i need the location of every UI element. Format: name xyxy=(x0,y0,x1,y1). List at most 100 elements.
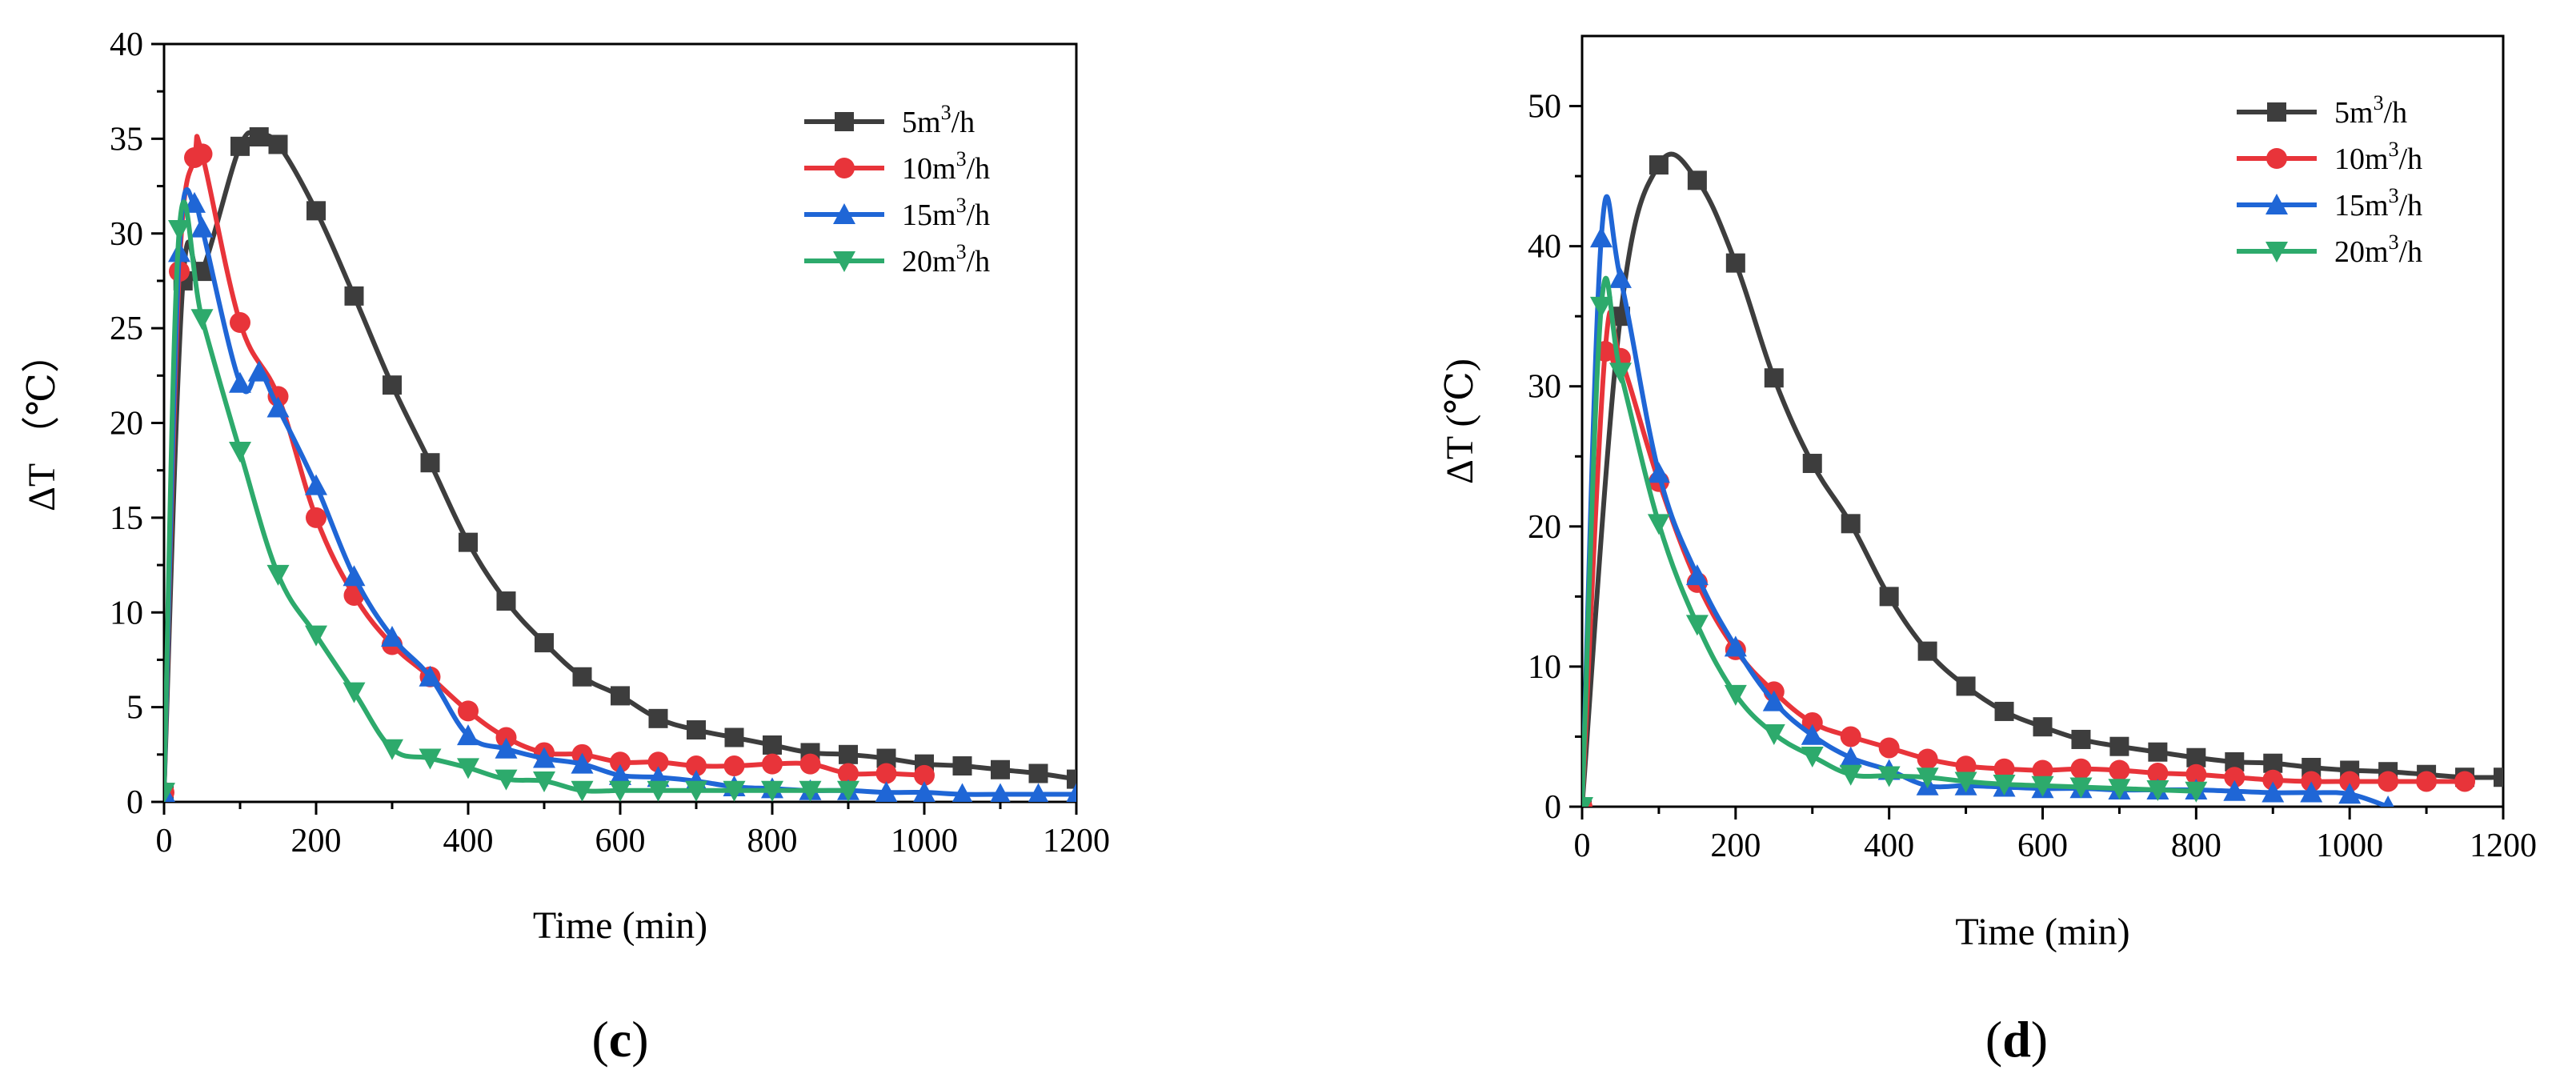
data-point xyxy=(571,780,594,802)
data-point xyxy=(1028,783,1049,802)
x-tick-label: 400 xyxy=(1864,828,1914,864)
series-20m xyxy=(164,199,859,802)
legend-marker xyxy=(835,112,854,131)
data-point xyxy=(571,752,594,774)
legend-label: 10m3/h xyxy=(2334,138,2422,176)
data-point xyxy=(1916,767,1939,789)
y-tick-label: 0 xyxy=(1544,789,1561,826)
y-tick-label: 40 xyxy=(1528,229,1561,266)
x-axis-title: Time (min) xyxy=(1955,911,2129,953)
data-point xyxy=(535,633,554,653)
y-axis-title: ΔT （℃） xyxy=(21,335,63,511)
data-point xyxy=(1917,748,1938,770)
data-point xyxy=(647,751,669,773)
series-line xyxy=(164,199,851,795)
data-point xyxy=(190,216,214,238)
data-point xyxy=(1582,797,1593,807)
data-point xyxy=(1877,766,1901,787)
legend-label: 15m3/h xyxy=(2334,184,2422,222)
data-point xyxy=(1993,774,2016,795)
data-point xyxy=(533,771,555,792)
y-tick-label: 20 xyxy=(110,406,143,443)
data-point xyxy=(183,191,206,213)
data-point xyxy=(344,286,364,306)
data-point xyxy=(875,781,898,802)
data-point xyxy=(2262,781,2285,803)
data-point xyxy=(1956,676,1976,696)
data-point xyxy=(2378,771,2399,792)
data-point xyxy=(247,360,270,382)
y-tick-label: 20 xyxy=(1528,509,1561,546)
data-point xyxy=(1647,514,1670,535)
data-point xyxy=(799,780,822,802)
data-point xyxy=(875,763,897,784)
legend-marker xyxy=(834,158,855,178)
data-point xyxy=(306,201,326,221)
panel-label: (c) xyxy=(591,1011,648,1068)
data-point xyxy=(838,763,859,784)
data-point xyxy=(761,780,783,802)
data-point xyxy=(1589,226,1613,248)
x-tick-label: 1000 xyxy=(891,823,958,860)
x-tick-label: 400 xyxy=(443,823,494,860)
x-axis-title: Time (min) xyxy=(533,904,707,947)
y-axis-title: ΔT (℃) xyxy=(1439,359,1481,484)
data-point xyxy=(305,625,327,647)
data-point xyxy=(1764,368,1784,388)
data-point xyxy=(2185,763,2207,785)
data-point xyxy=(229,371,251,393)
data-point xyxy=(723,755,745,777)
data-point xyxy=(2071,729,2091,749)
data-point xyxy=(1608,363,1632,384)
data-point xyxy=(1954,771,1977,793)
data-point xyxy=(1839,746,1862,767)
data-point xyxy=(572,667,592,687)
data-point xyxy=(168,220,190,242)
data-point xyxy=(687,720,706,740)
legend-label: 15m3/h xyxy=(902,194,990,232)
data-point xyxy=(1762,690,1785,711)
data-point xyxy=(266,564,290,586)
data-point xyxy=(164,783,175,802)
data-point xyxy=(419,748,442,770)
series-15m xyxy=(1582,194,2394,807)
series-line xyxy=(164,134,927,795)
data-point xyxy=(837,780,859,802)
data-point xyxy=(1724,684,1747,706)
data-point xyxy=(611,686,630,706)
data-point xyxy=(229,442,251,463)
data-point xyxy=(533,747,555,768)
panel-label: (d) xyxy=(1985,1011,2048,1068)
legend-marker xyxy=(2266,242,2288,262)
data-point xyxy=(2263,753,2283,773)
data-point xyxy=(381,626,403,647)
data-point xyxy=(2186,747,2206,767)
data-point xyxy=(799,753,821,775)
data-point xyxy=(914,764,935,786)
x-tick-label: 1000 xyxy=(2316,828,2383,864)
data-point xyxy=(495,769,518,791)
x-tick-label: 200 xyxy=(291,823,342,860)
data-point xyxy=(2109,736,2129,756)
y-tick-label: 10 xyxy=(110,595,143,631)
data-point xyxy=(249,127,269,147)
data-point xyxy=(343,682,366,703)
chart-panel-c: 0 200 400 600 800 1000 1200 0 5 10 15 20 25 30 35 40 Tim… xyxy=(21,26,1110,1068)
data-point xyxy=(610,751,631,773)
data-point xyxy=(266,396,290,418)
legend-label: 10m3/h xyxy=(902,147,990,186)
data-point xyxy=(1685,564,1709,586)
data-point xyxy=(2494,767,2503,787)
data-point xyxy=(2301,771,2322,792)
data-point xyxy=(419,665,442,687)
data-point xyxy=(268,134,288,154)
y-tick-label: 0 xyxy=(126,784,143,821)
x-tick-label: 1200 xyxy=(1043,823,1110,860)
data-point xyxy=(457,758,479,779)
data-point xyxy=(2223,779,2246,801)
data-point xyxy=(1994,701,2014,721)
data-point xyxy=(2108,779,2131,800)
data-point xyxy=(306,507,327,528)
data-point xyxy=(2070,758,2092,779)
data-point xyxy=(2032,759,2053,781)
